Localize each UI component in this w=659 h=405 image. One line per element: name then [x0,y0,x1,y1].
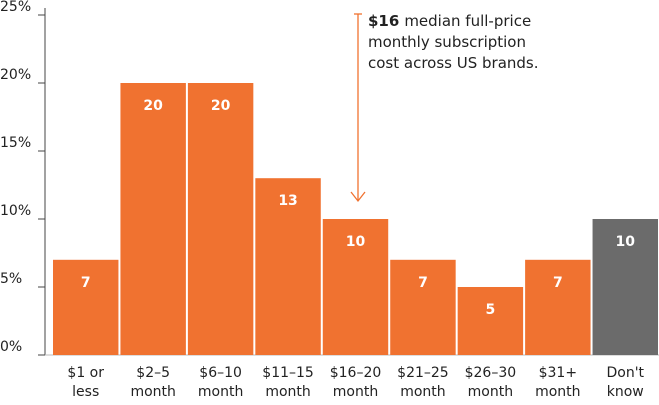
data-label: 7 [81,275,91,291]
x-tick-label: $31+ [539,365,577,381]
y-tick-label: 5% [0,271,22,287]
x-tick-label: month [265,384,310,400]
annotation: monthly subscription [368,33,526,51]
x-tick-label: $16–20 [330,365,382,381]
x-tick-label: $21–25 [397,365,449,381]
bar [390,259,456,355]
bar [457,287,524,355]
data-label: 10 [616,234,636,250]
data-label: 20 [211,98,231,114]
annotation-bold: $16 [368,12,399,30]
x-tick-label: month [535,384,580,400]
x-tick-label: less [72,384,99,400]
x-tick-label: $26–30 [465,365,517,381]
data-label: 7 [553,275,563,291]
x-tick-label: month [468,384,513,400]
x-tick-label: $2–5 [136,365,170,381]
x-tick-label: $1 or [67,365,104,381]
bar [255,178,321,355]
x-tick-label: month [400,384,445,400]
annotation-text: median full-price [404,12,531,30]
x-tick-label: month [198,384,243,400]
x-tick-label: $11–15 [262,365,314,381]
x-tick-label: month [130,384,175,400]
y-tick-label: 15% [0,135,31,151]
annotation-arrow-head [350,191,366,203]
y-tick-label: 10% [0,203,31,219]
data-label: 20 [143,98,163,114]
data-label: 13 [278,193,297,209]
data-label: 10 [346,234,366,250]
x-tick-label: month [333,384,378,400]
x-tick-label: know [607,384,644,400]
annotation: $16 median full-price [368,12,531,30]
x-tick-label: Don't [606,365,644,381]
x-tick-label: $6–10 [199,365,242,381]
bar [525,259,591,355]
annotation: cost across US brands. [368,54,539,72]
bar [187,83,254,355]
bar [120,83,186,355]
data-label: 7 [418,275,428,291]
bar [592,219,658,355]
y-tick-label: 0% [0,339,22,355]
bar [53,259,119,355]
y-tick-label: 25% [0,0,31,15]
data-label: 5 [486,302,496,318]
bar [322,219,389,355]
y-tick-label: 20% [0,67,31,83]
